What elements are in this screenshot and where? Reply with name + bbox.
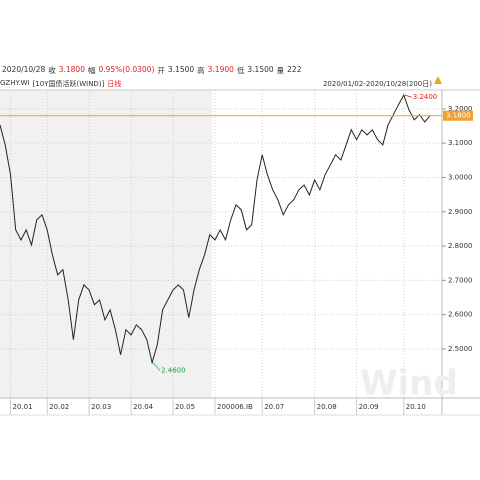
x-tick-label: 20.10 <box>406 403 426 411</box>
watermark: Wind <box>360 364 458 404</box>
info-bar: 2020/10/28 收 3.1800 幅 0.95%(0.0300) 开 3.… <box>2 65 301 76</box>
open: 3.1500 <box>167 65 195 74</box>
x-tick-label: 20.07 <box>264 403 284 411</box>
open-label: 开 <box>157 66 165 75</box>
range-label: 2020/01/02-2020/10/28(200日) <box>322 80 432 88</box>
x-tick-label: 20.02 <box>49 403 69 411</box>
symbol: GZHY.WI <box>0 79 30 87</box>
chart-title: [10Y国债活跃(WIND)] <box>32 80 105 88</box>
low: 3.1500 <box>247 65 274 74</box>
last-price-box <box>443 110 473 121</box>
x-tick-label: 20.09 <box>359 403 379 411</box>
last-price-label: 3.1800 <box>446 112 471 120</box>
y-tick-label: 3.1000 <box>448 139 473 147</box>
x-tick-label: 20.08 <box>317 403 337 411</box>
annotation-label: 3.2400 <box>413 93 438 101</box>
y-tick-label: 3.0000 <box>448 173 473 181</box>
x-tick-label: 20.03 <box>91 403 111 411</box>
high: 3.1900 <box>207 65 234 74</box>
y-tick-label: 2.8000 <box>448 242 473 250</box>
y-tick-label: 2.7000 <box>448 276 473 284</box>
price-line <box>0 93 431 365</box>
annotation-arrow <box>404 94 412 98</box>
y-tick-label: 2.5000 <box>448 345 473 353</box>
period: 日线 <box>107 80 122 88</box>
icon <box>434 76 442 84</box>
volume: 222 <box>287 65 302 74</box>
y-tick-label: 2.6000 <box>448 311 473 319</box>
change-label: 幅 <box>87 66 96 75</box>
symbol-bar: GZHY.WI [10Y国债活跃(WIND)] 日线 <box>0 79 121 89</box>
y-tick-label: 2.9000 <box>448 208 473 216</box>
y-tick-label: 3.2000 <box>448 105 473 113</box>
x-tick-label: 20.05 <box>175 403 195 411</box>
change: 0.95%(0.0300) <box>98 65 155 74</box>
date: 2020/10/28 <box>2 65 46 74</box>
close-label: 收 <box>48 66 56 75</box>
volume-label: 量 <box>276 66 285 75</box>
high-label: 高 <box>197 66 205 75</box>
selection-shade <box>0 90 212 398</box>
annotation-arrow <box>152 362 161 371</box>
x-tick-label: 20.01 <box>12 403 32 411</box>
close: 3.1800 <box>58 65 85 74</box>
annotation-label: 2.4600 <box>161 367 186 375</box>
x-tick-label: 20.04 <box>133 403 154 411</box>
x-tick-label: 200006.IB <box>217 403 253 411</box>
low-label: 低 <box>236 66 245 75</box>
